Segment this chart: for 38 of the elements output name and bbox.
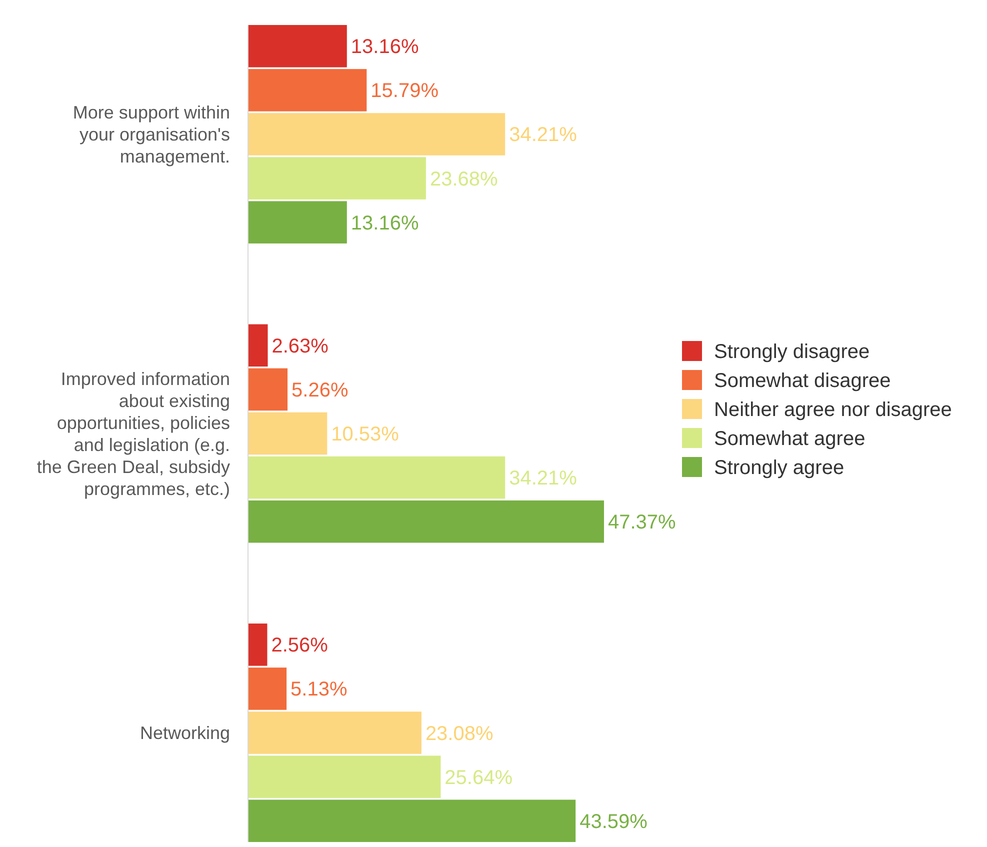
data-label: 2.56% (271, 634, 328, 657)
data-label: 13.16% (350, 212, 419, 234)
data-label: 23.08% (425, 722, 494, 745)
legend-label: Somewhat disagree (714, 370, 891, 392)
legend-label: Somewhat agree (714, 428, 866, 450)
legend-label: Strongly disagree (714, 341, 870, 363)
data-label: 25.64% (444, 766, 513, 789)
bar (248, 25, 347, 68)
data-label: 13.16% (350, 36, 419, 58)
data-label: 10.53% (331, 424, 400, 446)
bar (248, 113, 506, 156)
legend-label: Neither agree nor disagree (714, 399, 952, 421)
legend-label: Strongly agree (714, 457, 844, 479)
bar (248, 412, 328, 455)
y-tick-label: Improved information about existing opportunities, policies and legislation (e.g. the Green Deal, subsidy programmes, etc.) (36, 368, 230, 499)
bar (248, 800, 576, 842)
data-label: 34.21% (509, 124, 578, 146)
y-tick-label: More support within your organisation's management. (72, 102, 230, 167)
bar (248, 201, 347, 244)
bar (248, 324, 268, 367)
bar (248, 756, 441, 798)
data-label: 23.68% (430, 168, 498, 190)
data-label: 34.21% (509, 468, 578, 490)
bar (248, 500, 604, 543)
data-label: 2.63% (272, 335, 329, 358)
data-label: 43.59% (580, 810, 648, 833)
data-label: 15.79% (370, 80, 439, 102)
bar (248, 668, 287, 710)
bar (248, 157, 426, 200)
data-label: 47.37% (608, 512, 676, 534)
data-label: 5.26% (292, 379, 348, 402)
bar (248, 624, 268, 666)
bar (248, 368, 288, 411)
y-tick-label: Networking (140, 723, 230, 744)
bar (248, 69, 367, 112)
bar (248, 712, 422, 754)
data-label: 5.13% (290, 678, 348, 701)
bar (248, 456, 506, 499)
